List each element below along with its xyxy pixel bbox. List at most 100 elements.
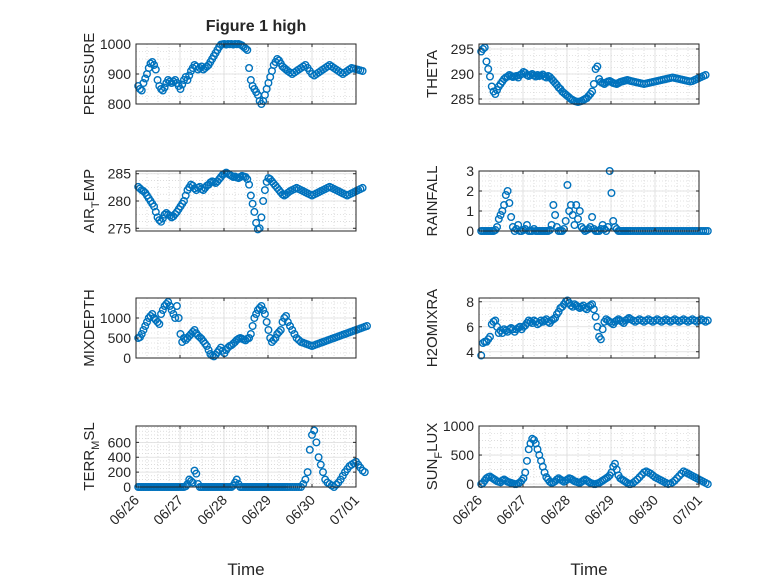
y-axis-label: MIXDEPTH — [81, 289, 98, 367]
data-point — [670, 476, 679, 485]
data-point — [635, 473, 644, 482]
data-point — [607, 188, 616, 197]
data-point — [241, 172, 250, 181]
data-point — [514, 324, 523, 333]
data-point — [232, 475, 241, 484]
axes-box — [478, 170, 700, 232]
y-tick-label: 4 — [466, 344, 474, 360]
data-point — [561, 216, 570, 225]
data-point — [204, 346, 213, 355]
data-point — [165, 211, 174, 220]
data-point — [290, 330, 299, 339]
data-point — [486, 72, 495, 81]
data-point — [165, 77, 174, 86]
y-axis-label: SUNFLUX — [424, 423, 445, 491]
data-point — [701, 70, 710, 79]
data-point — [563, 180, 572, 189]
subplot-h2omixra: 4 6 8 H2OMIXRA — [424, 289, 712, 367]
data-point — [549, 200, 558, 209]
y-tick-label: 1 — [466, 203, 474, 219]
data-point — [139, 326, 148, 335]
data-point — [612, 316, 621, 325]
data-point — [181, 482, 190, 491]
data-point — [269, 336, 278, 345]
data-point — [174, 314, 183, 323]
y-axis-label-main: THETA — [424, 50, 441, 98]
subplot-air_temp: 275 280 285 AIRTEMP — [81, 166, 367, 236]
data-point — [183, 75, 192, 84]
data-point — [673, 474, 682, 483]
data-point — [142, 318, 151, 327]
data-point — [633, 475, 642, 484]
series-markers — [134, 168, 367, 234]
data-point — [572, 200, 581, 209]
data-point — [305, 445, 314, 454]
data-point — [308, 430, 317, 439]
data-point — [303, 468, 312, 477]
data-point — [246, 191, 255, 200]
data-point — [157, 310, 166, 319]
data-point — [257, 213, 266, 222]
data-point — [271, 334, 280, 343]
data-point — [570, 220, 579, 229]
data-point — [631, 477, 640, 486]
data-point — [574, 214, 583, 223]
data-point — [202, 342, 211, 351]
data-point — [491, 89, 500, 98]
y-tick-label: 0 — [123, 350, 131, 366]
axes-box — [478, 297, 700, 359]
series-markers — [477, 43, 710, 106]
data-point — [301, 475, 310, 484]
y-axis-label: RAINFALL — [424, 166, 441, 237]
data-point — [243, 46, 252, 55]
y-tick-label: 8 — [466, 294, 474, 310]
data-point — [153, 318, 162, 327]
data-point — [579, 224, 588, 233]
data-point — [591, 312, 600, 321]
data-point — [503, 186, 512, 195]
data-point — [260, 186, 269, 195]
data-point — [250, 314, 259, 323]
x-tick-label: 06/27 — [150, 492, 186, 528]
data-point — [319, 468, 328, 477]
data-point — [703, 480, 712, 489]
x-tick-label: 06/30 — [282, 492, 318, 528]
x-tick-label: 06/26 — [449, 492, 485, 528]
data-point — [360, 468, 369, 477]
data-point — [545, 225, 554, 234]
y-axis-label: TERRMSL — [81, 422, 102, 490]
data-point — [141, 322, 150, 331]
data-point — [171, 314, 180, 323]
data-point — [526, 317, 535, 326]
y-axis-label-rest: EMP — [81, 169, 98, 202]
data-point — [148, 310, 157, 319]
data-point — [248, 199, 257, 208]
x-tick-label: 06/26 — [106, 492, 142, 528]
x-tick-label: 06/30 — [625, 492, 661, 528]
series-markers — [477, 434, 712, 489]
data-point — [167, 306, 176, 315]
data-point — [478, 339, 487, 348]
data-point — [596, 335, 605, 344]
data-point — [178, 80, 187, 89]
data-point — [158, 214, 167, 223]
y-tick-label: 2 — [466, 183, 474, 199]
data-point — [286, 322, 295, 331]
y-tick-label: 285 — [108, 166, 132, 182]
y-tick-label: 1000 — [100, 310, 131, 326]
data-point — [185, 71, 194, 80]
data-point — [172, 302, 181, 311]
data-point — [551, 210, 560, 219]
data-point — [540, 468, 549, 477]
series-markers — [477, 296, 712, 360]
series-markers — [134, 40, 367, 108]
data-point — [566, 200, 575, 209]
data-point — [259, 306, 268, 315]
data-point — [542, 73, 551, 82]
data-point — [158, 306, 167, 315]
data-point — [703, 226, 712, 235]
data-point — [598, 325, 607, 334]
